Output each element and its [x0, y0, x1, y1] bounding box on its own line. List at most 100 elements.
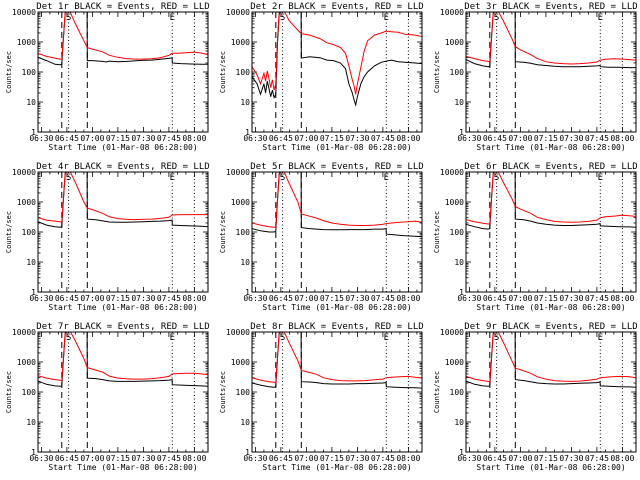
x-tick-label: 07:30 — [131, 454, 155, 463]
plot-area — [252, 332, 422, 389]
x-tick-label: 07:45 — [157, 294, 181, 303]
x-tick-label: 06:45 — [483, 454, 507, 463]
y-tick-label: 100 — [450, 68, 465, 77]
y-tick-label: 10000 — [440, 328, 464, 337]
x-tick-label: 07:15 — [320, 294, 344, 303]
series-line-lld — [466, 332, 636, 383]
series-line-lld — [38, 12, 208, 61]
y-axis-label: Counts/sec — [219, 211, 227, 253]
plot-frame — [251, 331, 423, 453]
series-line-lld — [252, 332, 422, 384]
x-tick-label: 06:30 — [29, 134, 53, 143]
x-tick-label: 07:00 — [508, 134, 532, 143]
panel-title: Det 4r BLACK = Events, RED = LLD — [36, 162, 209, 172]
x-tick-label: 06:45 — [483, 134, 507, 143]
x-axis-label: Start Time (01-Mar-08 06:28:00) — [476, 463, 625, 472]
x-axis-label: Start Time (01-Mar-08 06:28:00) — [476, 303, 625, 312]
x-axis-label: Start Time (01-Mar-08 06:28:00) — [476, 143, 625, 152]
series-line-lld — [38, 172, 208, 223]
y-tick-label: 10 — [240, 418, 250, 427]
x-axis-label: Start Time (01-Mar-08 06:28:00) — [262, 303, 411, 312]
x-tick-label: 07:30 — [559, 294, 583, 303]
interval-marker-s: S — [280, 173, 285, 183]
plot-frame — [37, 171, 209, 293]
y-tick-label: 10 — [26, 258, 36, 267]
y-tick-label: 10000 — [12, 8, 36, 17]
x-tick-label: 07:45 — [371, 294, 395, 303]
interval-marker-e: E — [384, 173, 389, 183]
y-tick-label: 1 — [245, 128, 250, 137]
x-axis-label: Start Time (01-Mar-08 06:28:00) — [48, 303, 197, 312]
panel-title: Det 6r BLACK = Events, RED = LLD — [464, 162, 637, 172]
x-tick-label: 07:30 — [345, 294, 369, 303]
y-tick-label: 10000 — [12, 168, 36, 177]
x-tick-label: 06:45 — [269, 294, 293, 303]
interval-marker-s: S — [494, 173, 499, 183]
x-tick-label: 06:45 — [55, 294, 79, 303]
x-tick-label: 06:30 — [29, 454, 53, 463]
plot-frame — [37, 11, 209, 133]
x-tick-label: 07:30 — [131, 294, 155, 303]
y-tick-label: 1 — [459, 448, 464, 457]
x-tick-label: 07:15 — [534, 294, 558, 303]
interval-marker-s: S — [66, 333, 71, 343]
x-axis-label: Start Time (01-Mar-08 06:28:00) — [262, 463, 411, 472]
y-tick-label: 10 — [26, 98, 36, 107]
interval-marker-s: S — [66, 13, 71, 23]
x-tick-label: 07:15 — [106, 294, 130, 303]
y-tick-label: 10000 — [12, 328, 36, 337]
panel-det-1: Det 1r BLACK = Events, RED = LLD 1 10 100 10… — [5, 2, 210, 152]
plot-area — [38, 12, 208, 66]
plot-area — [38, 332, 208, 387]
y-tick-label: 10000 — [226, 8, 250, 17]
panel-det-6: Det 6r BLACK = Events, RED = LLD 1 10 100 10… — [433, 162, 638, 312]
x-tick-label: 06:30 — [29, 294, 53, 303]
y-tick-label: 1000 — [445, 198, 464, 207]
y-tick-label: 100 — [236, 228, 251, 237]
x-axis-label: Start Time (01-Mar-08 06:28:00) — [262, 143, 411, 152]
x-tick-label: 07:00 — [80, 454, 104, 463]
y-tick-label: 10000 — [226, 168, 250, 177]
y-tick-label: 10 — [454, 258, 464, 267]
x-tick-label: 07:00 — [508, 454, 532, 463]
interval-marker-e: E — [170, 173, 175, 183]
interval-marker-e: E — [384, 333, 389, 343]
series-line-events — [252, 12, 422, 107]
x-tick-label: 06:30 — [243, 134, 267, 143]
x-tick-label: 07:15 — [534, 454, 558, 463]
interval-marker-e: E — [598, 13, 603, 23]
panel-title: Det 9r BLACK = Events, RED = LLD — [464, 322, 637, 332]
y-axis-label: Counts/sec — [5, 51, 13, 93]
x-tick-label: 07:45 — [371, 454, 395, 463]
y-axis-label: Counts/sec — [433, 371, 441, 413]
x-axis-label: Start Time (01-Mar-08 06:28:00) — [48, 463, 197, 472]
x-tick-label: 06:30 — [457, 134, 481, 143]
y-axis-label: Counts/sec — [219, 51, 227, 93]
x-tick-label: 06:45 — [483, 294, 507, 303]
y-tick-label: 10000 — [440, 8, 464, 17]
plot-frame — [465, 171, 637, 293]
y-tick-label: 1 — [31, 288, 36, 297]
panel-title: Det 7r BLACK = Events, RED = LLD — [36, 322, 209, 332]
x-tick-label: 07:30 — [131, 134, 155, 143]
x-tick-label: 06:30 — [243, 294, 267, 303]
y-tick-label: 10 — [240, 98, 250, 107]
y-tick-label: 1000 — [231, 38, 250, 47]
y-tick-label: 1 — [31, 128, 36, 137]
panel-title: Det 3r BLACK = Events, RED = LLD — [464, 2, 637, 12]
y-tick-label: 100 — [236, 68, 251, 77]
y-tick-label: 1000 — [231, 358, 250, 367]
y-tick-label: 1000 — [231, 198, 250, 207]
x-tick-label: 07:00 — [294, 294, 318, 303]
series-line-lld — [38, 332, 208, 382]
x-tick-label: 08:00 — [396, 294, 420, 303]
x-tick-label: 06:45 — [269, 134, 293, 143]
x-tick-label: 07:15 — [320, 454, 344, 463]
y-tick-label: 1 — [459, 288, 464, 297]
panel-title: Det 2r BLACK = Events, RED = LLD — [250, 2, 423, 12]
y-tick-label: 100 — [22, 68, 37, 77]
interval-marker-s: S — [280, 333, 285, 343]
y-tick-label: 10 — [454, 418, 464, 427]
interval-marker-s: S — [494, 13, 499, 23]
interval-marker-e: E — [598, 333, 603, 343]
